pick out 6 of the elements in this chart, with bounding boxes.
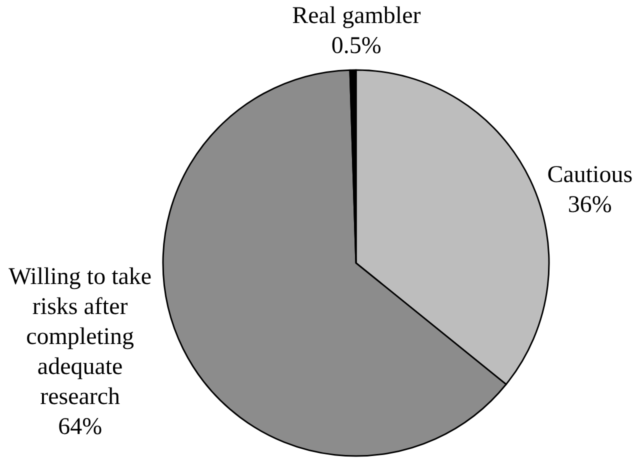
data-label: 64%	[58, 414, 102, 440]
data-label: 0.5%	[331, 33, 382, 59]
slice-label: Real gambler	[292, 3, 421, 29]
slice-label: Willing to take risks after completing adequate research	[8, 264, 152, 410]
slice-label: Cautious	[547, 162, 633, 188]
data-label: 36%	[568, 192, 612, 218]
